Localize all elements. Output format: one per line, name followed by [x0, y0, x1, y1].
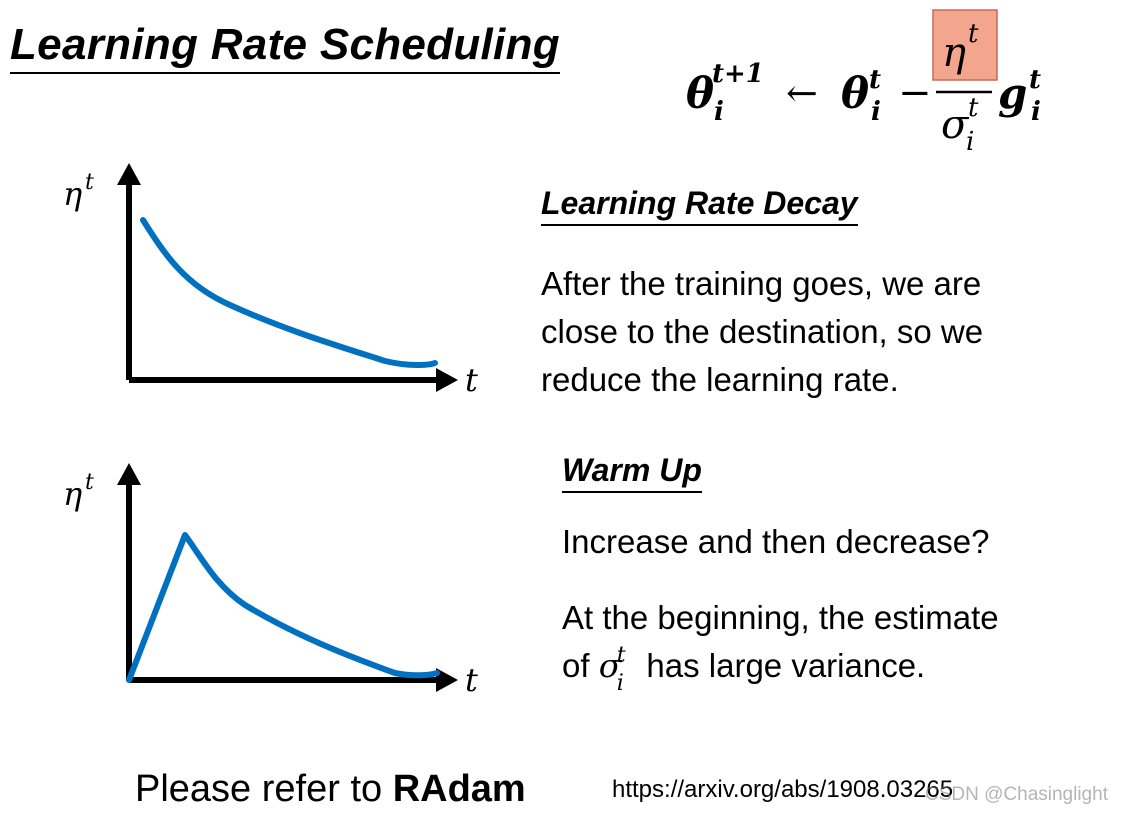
y-axis-label: η	[63, 475, 82, 513]
warmup-heading: Warm Up	[562, 452, 702, 493]
y-axis-label-sup: t	[85, 470, 94, 495]
decay-curve	[140, 217, 438, 368]
y-axis-label-sup: t	[85, 170, 94, 195]
warmup-curve	[126, 532, 440, 683]
g-sup: t	[1029, 65, 1041, 95]
minus: −	[898, 70, 932, 116]
theta-lhs-sub: i	[714, 97, 724, 127]
g-sub: i	[1031, 97, 1041, 127]
eta-numerator-sup: t	[968, 19, 979, 49]
sigma-denominator-sub: i	[966, 127, 974, 157]
warmup-line: At the beginning, the estimate	[562, 599, 999, 636]
eta-numerator: η	[942, 30, 966, 76]
paper-link[interactable]: https://arxiv.org/abs/1908.03265	[612, 776, 954, 803]
decay-graph: η t t	[63, 163, 478, 399]
y-axis-arrow	[117, 163, 141, 185]
y-axis-label: η	[63, 175, 82, 213]
sigma-denominator-sup: t	[968, 93, 979, 123]
reference-text: Please refer to RAdam	[135, 768, 526, 810]
theta-lhs: θ	[686, 69, 714, 118]
theta-lhs-sup: t+1	[712, 59, 764, 89]
x-axis-label: t	[465, 661, 478, 699]
update-formula: θ t+1 i ← θ t i − g t i η t σ t i	[686, 9, 1041, 157]
decay-line: reduce the learning rate.	[541, 361, 899, 398]
sigma-denominator: σ	[941, 102, 970, 148]
x-axis-arrow	[436, 668, 458, 692]
arrow: ←	[786, 71, 818, 115]
warmup-question: Increase and then decrease?	[562, 523, 990, 560]
x-axis-arrow	[436, 368, 458, 392]
slide-title: Learning Rate Scheduling	[10, 20, 560, 74]
theta-rhs-sup: t	[869, 65, 881, 95]
decay-line: close to the destination, so we	[541, 313, 984, 350]
decay-heading: Learning Rate Decay	[541, 185, 858, 226]
decay-description: After the training goes, we are close to…	[541, 260, 983, 404]
x-axis-label: t	[465, 361, 478, 399]
watermark: CSDN @Chasinglight	[925, 784, 1108, 805]
warmup-graph: η t t	[63, 463, 478, 699]
theta-rhs-sub: i	[871, 97, 881, 127]
decay-line: After the training goes, we are	[541, 265, 982, 302]
y-axis-arrow	[117, 463, 141, 485]
theta-rhs: θ	[841, 69, 869, 118]
radam-label: RAdam	[392, 768, 526, 810]
g-symbol: g	[998, 69, 1027, 118]
eta-highlight-box	[932, 9, 998, 81]
